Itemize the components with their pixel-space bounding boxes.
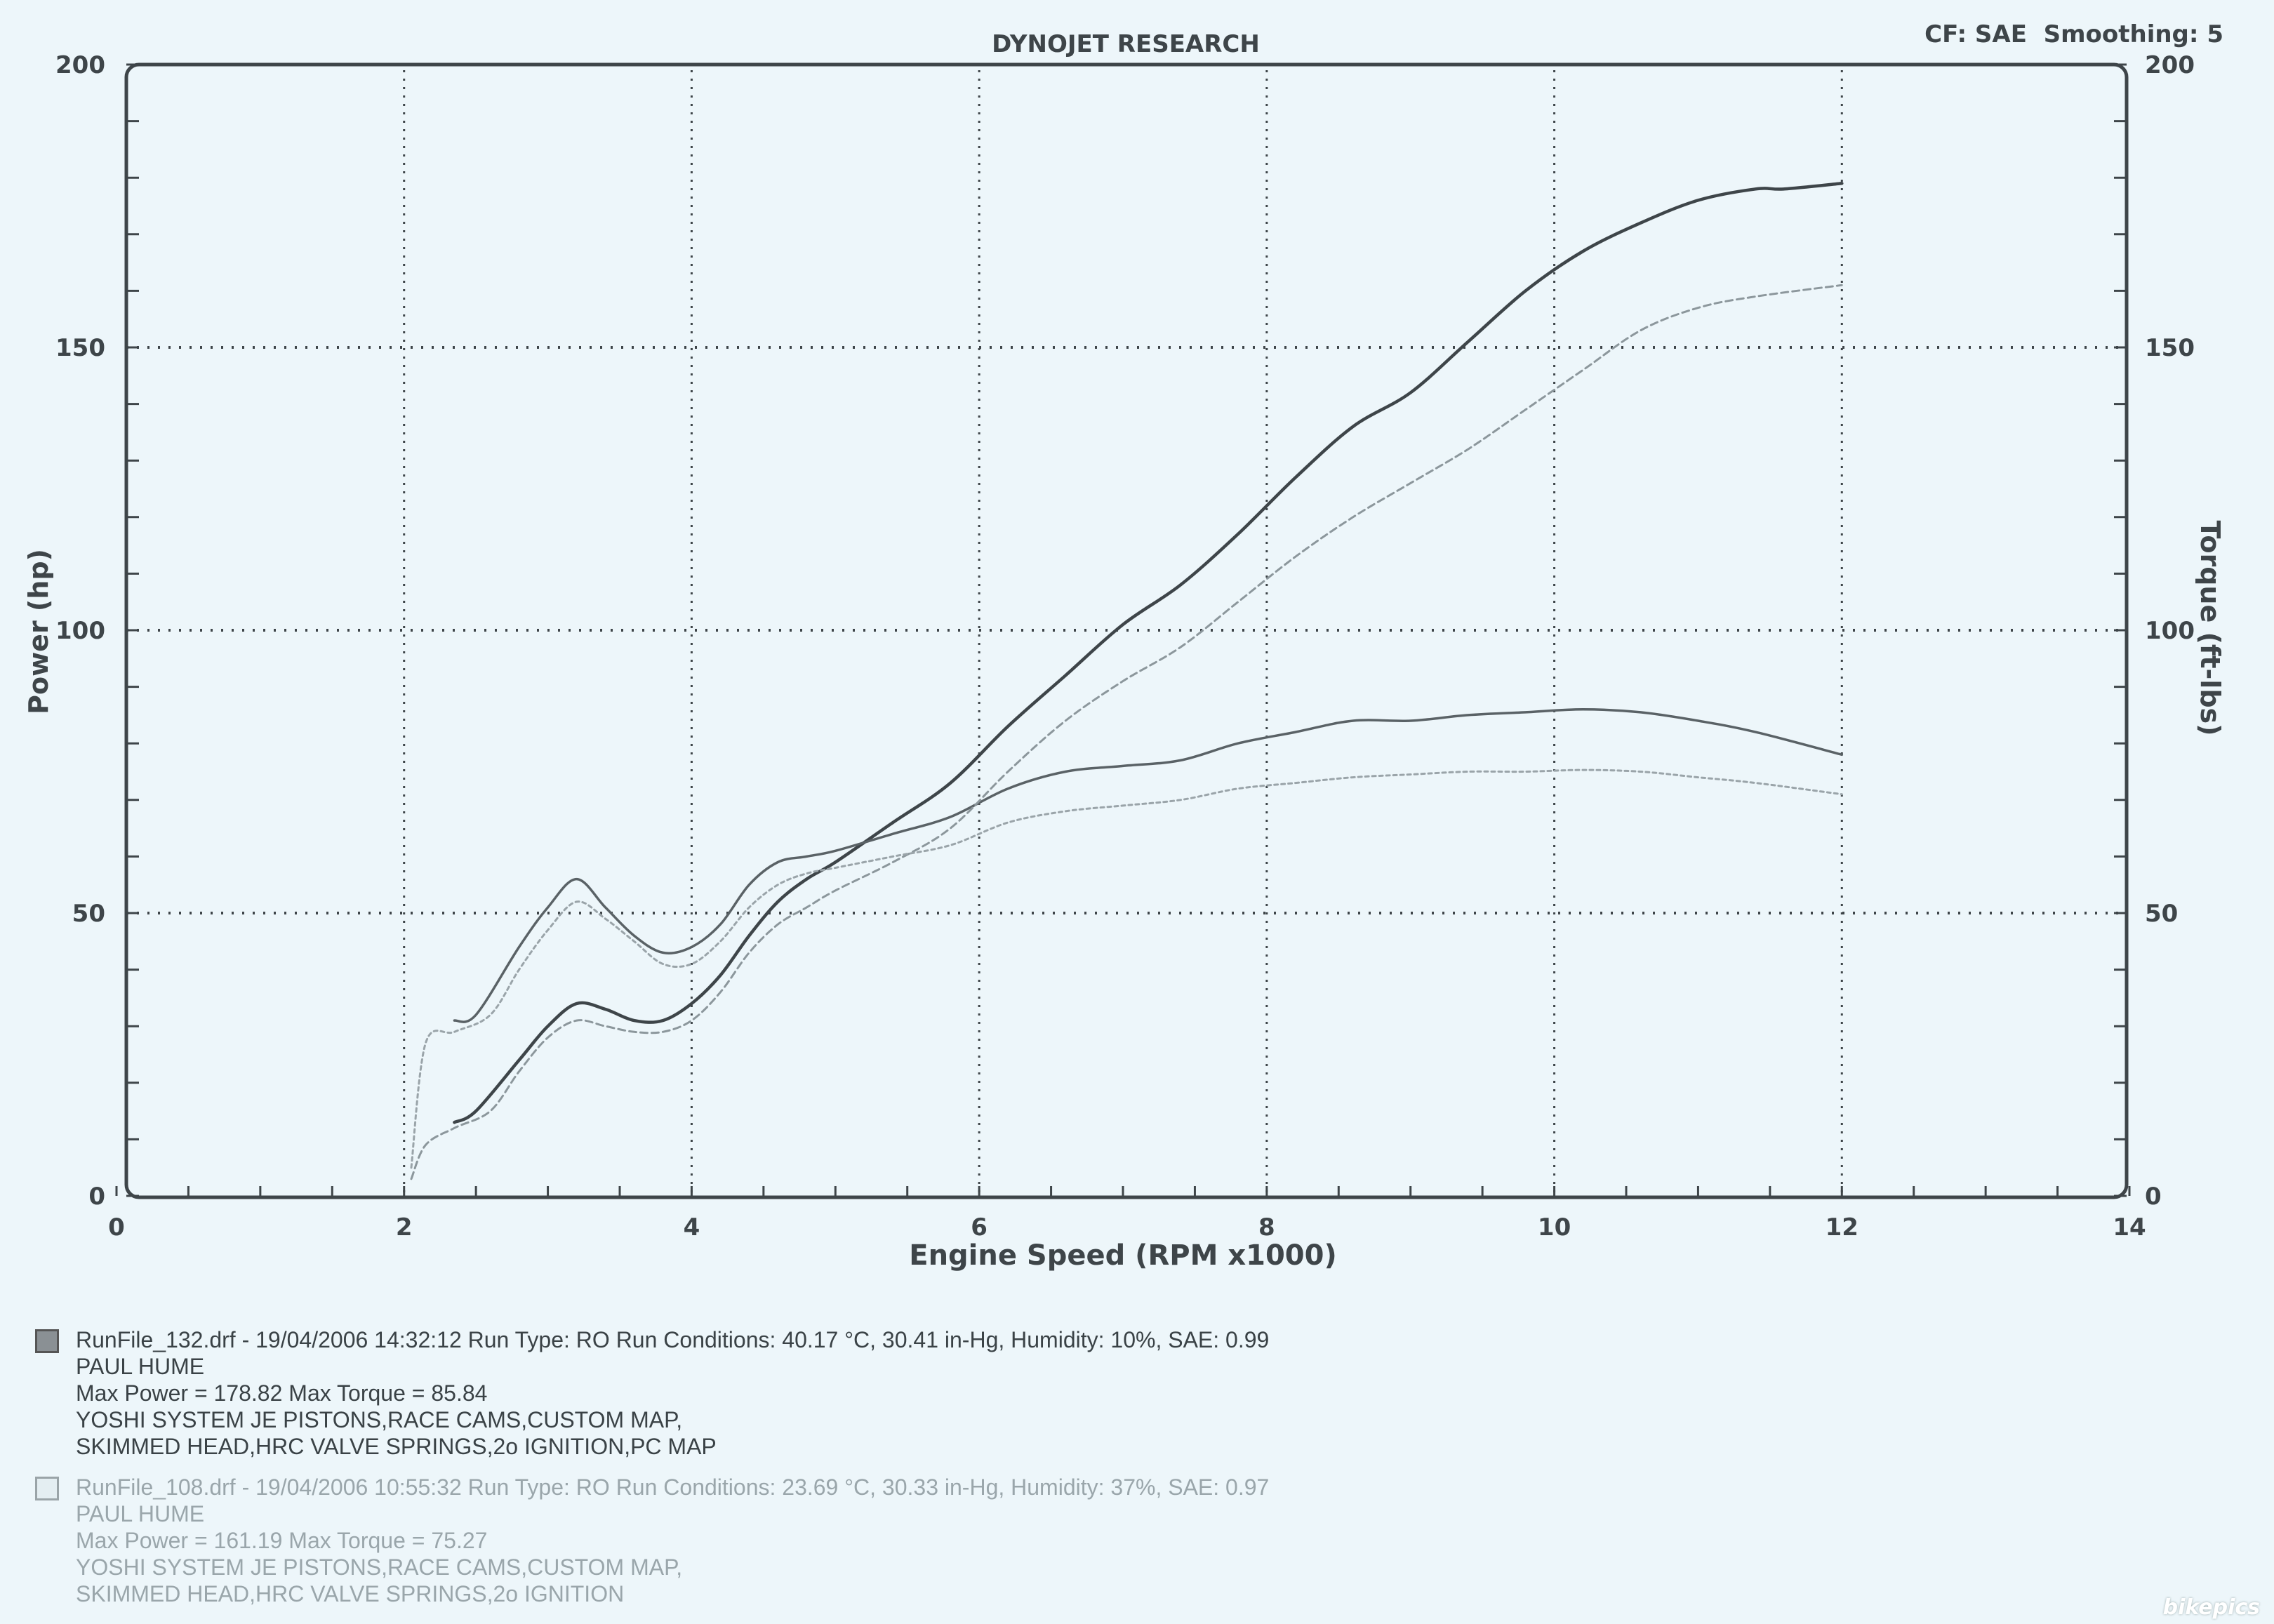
series-line-runfile-132-torque	[453, 708, 1844, 1023]
y-tick-label: 100	[55, 617, 105, 645]
axis-labels: DYNOJET RESEARCH CF: SAE Smoothing: 5 En…	[23, 20, 2226, 1272]
legend-max-values: Max Power = 178.82 Max Torque = 85.84	[76, 1380, 488, 1406]
legend-rider: PAUL HUME	[76, 1354, 205, 1379]
y2-tick-label: 150	[2145, 334, 2195, 362]
y2-tick-label: 50	[2145, 900, 2178, 928]
y2-tick-label: 100	[2145, 617, 2195, 645]
x-tick-label: 0	[108, 1213, 125, 1242]
series-line-runfile-108-torque	[410, 768, 1843, 1169]
x-tick-label: 6	[971, 1213, 988, 1242]
y2-tick-label: 200	[2145, 51, 2195, 79]
x-tick-label: 12	[1826, 1213, 1859, 1242]
y-axis-label: Power (hp)	[23, 549, 54, 714]
legend-mods-line: SKIMMED HEAD,HRC VALVE SPRINGS,2o IGNITI…	[76, 1581, 625, 1606]
x-tick-label: 4	[684, 1213, 700, 1242]
legend-line: RunFile_108.drf - 19/04/2006 10:55:32 Ru…	[76, 1475, 1270, 1500]
x-axis-label: Engine Speed (RPM x1000)	[909, 1239, 1336, 1272]
y-tick-label: 200	[55, 51, 105, 79]
x-tick-label: 14	[2113, 1213, 2146, 1242]
y-tick-label: 0	[88, 1183, 105, 1211]
x-tick-label: 2	[396, 1213, 413, 1242]
legend-swatch-run-132	[35, 1329, 59, 1353]
chart-title: DYNOJET RESEARCH	[992, 30, 1260, 58]
y2-tick-label: 0	[2145, 1183, 2162, 1211]
x-tick-label: 10	[1538, 1213, 1571, 1242]
legend-max-values: Max Power = 161.19 Max Torque = 75.27	[76, 1528, 488, 1553]
legend-mods-line: YOSHI SYSTEM JE PISTONS,RACE CAMS,CUSTOM…	[76, 1555, 683, 1580]
legend-mods-line: YOSHI SYSTEM JE PISTONS,RACE CAMS,CUSTOM…	[76, 1407, 683, 1432]
legend-run-132: RunFile_132.drf - 19/04/2006 14:32:12 Ru…	[35, 1326, 1269, 1460]
grid	[126, 70, 2127, 1196]
y-tick-label: 50	[72, 900, 105, 928]
series-lines	[410, 182, 1844, 1180]
x-tick-label: 8	[1258, 1213, 1275, 1242]
legend-rider: PAUL HUME	[76, 1501, 205, 1526]
y-tick-label: 150	[55, 334, 105, 362]
series-line-runfile-108-power	[410, 284, 1843, 1180]
legend-run-108: RunFile_108.drf - 19/04/2006 10:55:32 Ru…	[35, 1474, 1269, 1607]
chart-settings: CF: SAE Smoothing: 5	[1924, 20, 2223, 48]
legend-swatch-run-108	[35, 1477, 59, 1500]
legend-mods-line: SKIMMED HEAD,HRC VALVE SPRINGS,2o IGNITI…	[76, 1434, 717, 1459]
series-line-runfile-132-power	[453, 182, 1844, 1124]
watermark-logo: bikepics	[2162, 1595, 2260, 1620]
y2-axis-label: Torque (ft-lbs)	[2195, 520, 2226, 736]
legend-line: RunFile_132.drf - 19/04/2006 14:32:12 Ru…	[76, 1327, 1270, 1352]
